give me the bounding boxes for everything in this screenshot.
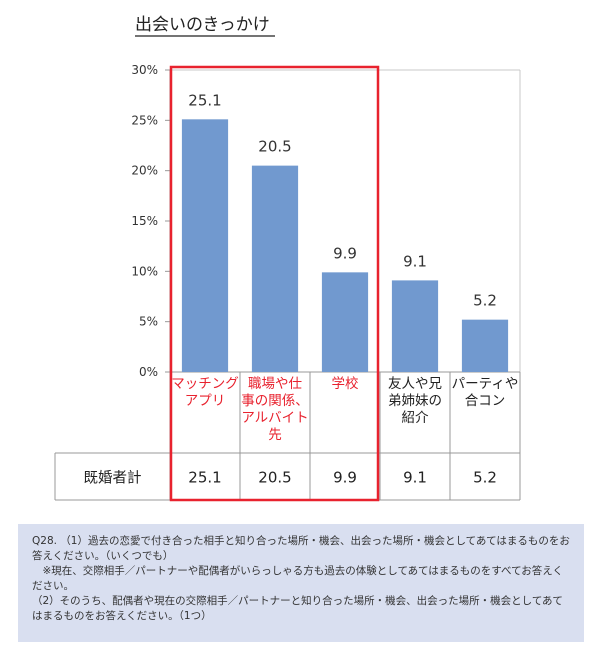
- data-label: 9.9: [333, 244, 357, 262]
- y-tick-label: 0%: [139, 365, 158, 379]
- table-cell: 25.1: [188, 469, 221, 487]
- category-label: 友人や兄: [388, 376, 442, 392]
- category-label: 紹介: [402, 410, 429, 426]
- note-line-2: ※現在、交際相手／パートナーや配偶者がいらっしゃる方も過去の体験としてあてはまる…: [32, 565, 563, 592]
- category-label: 学校: [332, 375, 359, 392]
- data-label: 20.5: [258, 138, 291, 156]
- data-label: 5.2: [473, 292, 497, 310]
- note-line-1: Q28. （1）過去の恋愛で付き合った相手と知り合った場所・機会、出会った場所・…: [32, 535, 570, 562]
- category-label: 先: [268, 427, 282, 443]
- category-label: 弟姉妹の: [388, 393, 442, 409]
- y-tick-label: 15%: [131, 214, 158, 228]
- bar: [461, 319, 509, 372]
- category-label: 事の関係、: [241, 393, 309, 409]
- table-row-label: 既婚者計: [84, 470, 142, 487]
- category-label: アルバイト: [241, 410, 308, 426]
- category-label: マッチング: [171, 376, 239, 392]
- y-tick-label: 5%: [139, 315, 158, 329]
- y-tick-label: 10%: [131, 264, 158, 278]
- category-label: 合コン: [465, 393, 506, 409]
- data-label: 25.1: [188, 91, 221, 109]
- table-cell: 20.5: [258, 469, 291, 487]
- bar: [321, 272, 369, 372]
- chart-title: 出会いのきっかけ: [135, 15, 270, 35]
- highlight-box: [169, 65, 380, 502]
- y-tick-label: 20%: [131, 164, 158, 178]
- y-tick-label: 25%: [131, 113, 158, 127]
- table-cell: 5.2: [473, 469, 497, 487]
- table-cell: 9.9: [333, 469, 357, 487]
- bar: [251, 165, 299, 372]
- category-label: 職場や仕: [248, 376, 302, 392]
- chart-area: 出会いのきっかけ 0% 5% 10% 15% 20% 25% 30% 25.1 マッチングアプリ…: [54, 15, 521, 502]
- category-label: パーティや: [452, 376, 519, 392]
- y-tick-label: 30%: [131, 63, 158, 77]
- bar: [181, 119, 229, 373]
- bar: [391, 280, 439, 372]
- note-line-3: （2）そのうち、配偶者や現在の交際相手／パートナーと知り合った場所・機会、出会っ…: [32, 595, 563, 622]
- category-label: アプリ: [185, 393, 226, 409]
- data-label: 9.1: [403, 252, 427, 270]
- table-cell: 9.1: [403, 469, 427, 487]
- question-note: Q28. （1）過去の恋愛で付き合った相手と知り合った場所・機会、出会った場所・…: [18, 524, 584, 642]
